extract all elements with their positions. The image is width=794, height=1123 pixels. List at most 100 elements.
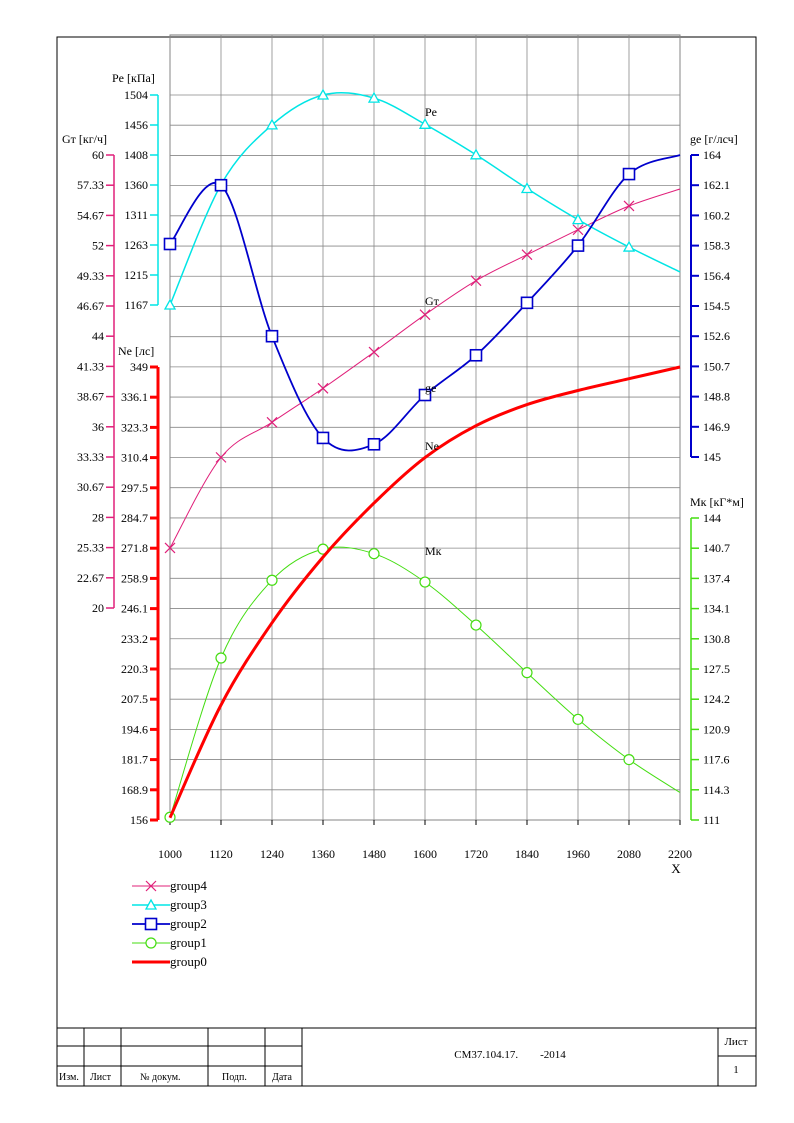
ge-tick-label: 158.3	[703, 239, 730, 253]
gt-tick-label: 41.33	[77, 359, 104, 373]
group2-curve-label: ge	[425, 381, 436, 395]
document-designation: СМ37.104.17. -2014	[454, 1049, 566, 1061]
mk-tick-label: 111	[703, 813, 720, 827]
x-tick-label: 1240	[260, 847, 284, 861]
legend-swatch-marker	[145, 937, 157, 949]
gt-tick-label: 49.33	[77, 269, 104, 283]
ne-axis: 156 168.9 181.7 194.6 207.5 220.3 233.2 246.1 25…	[118, 344, 160, 827]
group2-point	[214, 178, 228, 192]
x-tick-label: 1720	[464, 847, 488, 861]
group0-curve-label: Ne	[425, 439, 439, 453]
group1-point	[572, 713, 584, 725]
ne-tick-label: 271.8	[121, 541, 148, 555]
group3-point	[367, 91, 381, 103]
pe-axis-label: Pe [кПа]	[112, 71, 155, 85]
group0-series: Ne	[168, 365, 681, 819]
x-tick-label: 2200	[668, 847, 692, 861]
ne-tick-label: 156	[130, 813, 148, 827]
legend-swatch-marker	[144, 917, 158, 931]
group4-point	[317, 382, 329, 394]
legend-swatch-marker	[145, 880, 157, 892]
group3-point	[163, 298, 177, 310]
group3-curve-label: Pe	[425, 105, 437, 119]
gt-tick-label: 57.33	[77, 178, 104, 192]
title-block-header-izm: Изм.	[59, 1072, 79, 1083]
title-block-header-date: Дата	[272, 1072, 292, 1083]
gt-tick-label: 28	[92, 510, 104, 524]
ge-tick-label: 145	[703, 450, 721, 464]
legend-label: group3	[170, 897, 207, 912]
legend-item-group3: group3	[132, 897, 207, 912]
title-block: Изм. Лист № докум. Подп. Дата СМ37.104.1…	[57, 1027, 756, 1086]
ne-tick-label: 323.3	[121, 420, 148, 434]
pe-tick-label: 1456	[124, 118, 148, 132]
group3-point	[469, 148, 483, 160]
ge-tick-label: 154.5	[703, 299, 730, 313]
ne-tick-label: 194.6	[121, 722, 148, 736]
gt-tick-label: 52	[92, 239, 104, 253]
group4-point	[368, 346, 380, 358]
mk-axis: 111 114.3 117.6 120.9 124.2 127.5 130.8 134.1 13…	[690, 495, 744, 827]
title-block-header-list: Лист	[90, 1072, 112, 1083]
group4-line	[169, 188, 681, 549]
mk-axis-label: Мк [кГ*м]	[690, 495, 744, 509]
mk-tick-label: 144	[703, 511, 721, 525]
group3-line	[169, 91, 681, 306]
legend-item-group1: group1	[132, 935, 207, 950]
gt-tick-label: 33.33	[77, 450, 104, 464]
mk-tick-label: 130.8	[703, 632, 730, 646]
pe-tick-label: 1263	[124, 238, 148, 252]
group1-point	[368, 548, 380, 560]
group4-point	[572, 224, 584, 236]
group4-point	[419, 309, 431, 321]
group2-series: ge	[163, 154, 681, 452]
ge-tick-label: 164	[703, 148, 721, 162]
mk-tick-label: 134.1	[703, 602, 730, 616]
group2-point	[469, 348, 483, 362]
pe-axis: 1167 1215 1263 1311 1360 1408 1456 1504 Pe [кПа]	[112, 71, 159, 312]
ne-tick-label: 233.2	[121, 632, 148, 646]
gt-tick-label: 44	[92, 329, 104, 343]
pe-tick-label: 1167	[124, 298, 148, 312]
ge-axis-label: ge [г/лсч]	[690, 132, 738, 146]
axes: 1000 1120 1240 1360 1480 1600 1720 1840 1960 2080…	[62, 71, 744, 876]
ge-tick-label: 152.6	[703, 329, 730, 343]
ne-tick-label: 284.7	[121, 511, 148, 525]
pe-tick-label: 1504	[124, 88, 148, 102]
ne-tick-label: 207.5	[121, 692, 148, 706]
ne-tick-label: 258.9	[121, 571, 148, 585]
mk-tick-label: 117.6	[703, 753, 730, 767]
group1-point	[623, 753, 635, 766]
group3-point	[265, 118, 279, 130]
x-tick-label: 1960	[566, 847, 590, 861]
group2-line	[169, 154, 681, 452]
pe-tick-label: 1360	[124, 178, 148, 192]
ge-tick-label: 148.8	[703, 390, 730, 404]
sheet-border	[56, 36, 757, 1087]
group3-point	[520, 182, 534, 194]
legend-label: group2	[170, 916, 207, 931]
gt-tick-label: 22.67	[77, 571, 104, 585]
group2-point	[265, 329, 279, 343]
group3-point	[316, 88, 330, 100]
legend-label: group4	[170, 878, 207, 893]
gt-axis-label: Gт [кг/ч]	[62, 132, 107, 146]
group1-point	[521, 667, 533, 679]
group4-point	[470, 275, 482, 287]
legend-label: group0	[170, 954, 207, 969]
gt-tick-label: 54.67	[77, 208, 104, 222]
ne-tick-label: 349	[130, 360, 148, 374]
grid	[169, 34, 681, 821]
group4-point	[266, 416, 278, 428]
group1-point	[470, 619, 482, 631]
group2-point	[418, 388, 432, 402]
pe-tick-label: 1408	[124, 148, 148, 162]
mk-tick-label: 114.3	[703, 783, 730, 797]
ge-tick-label: 162.1	[703, 178, 730, 192]
group3-point	[622, 240, 636, 252]
ne-tick-label: 310.4	[121, 451, 148, 465]
gt-tick-label: 46.67	[77, 299, 104, 313]
group4-point	[521, 249, 533, 261]
gt-tick-label: 36	[92, 420, 104, 434]
pe-tick-label: 1215	[124, 268, 148, 282]
